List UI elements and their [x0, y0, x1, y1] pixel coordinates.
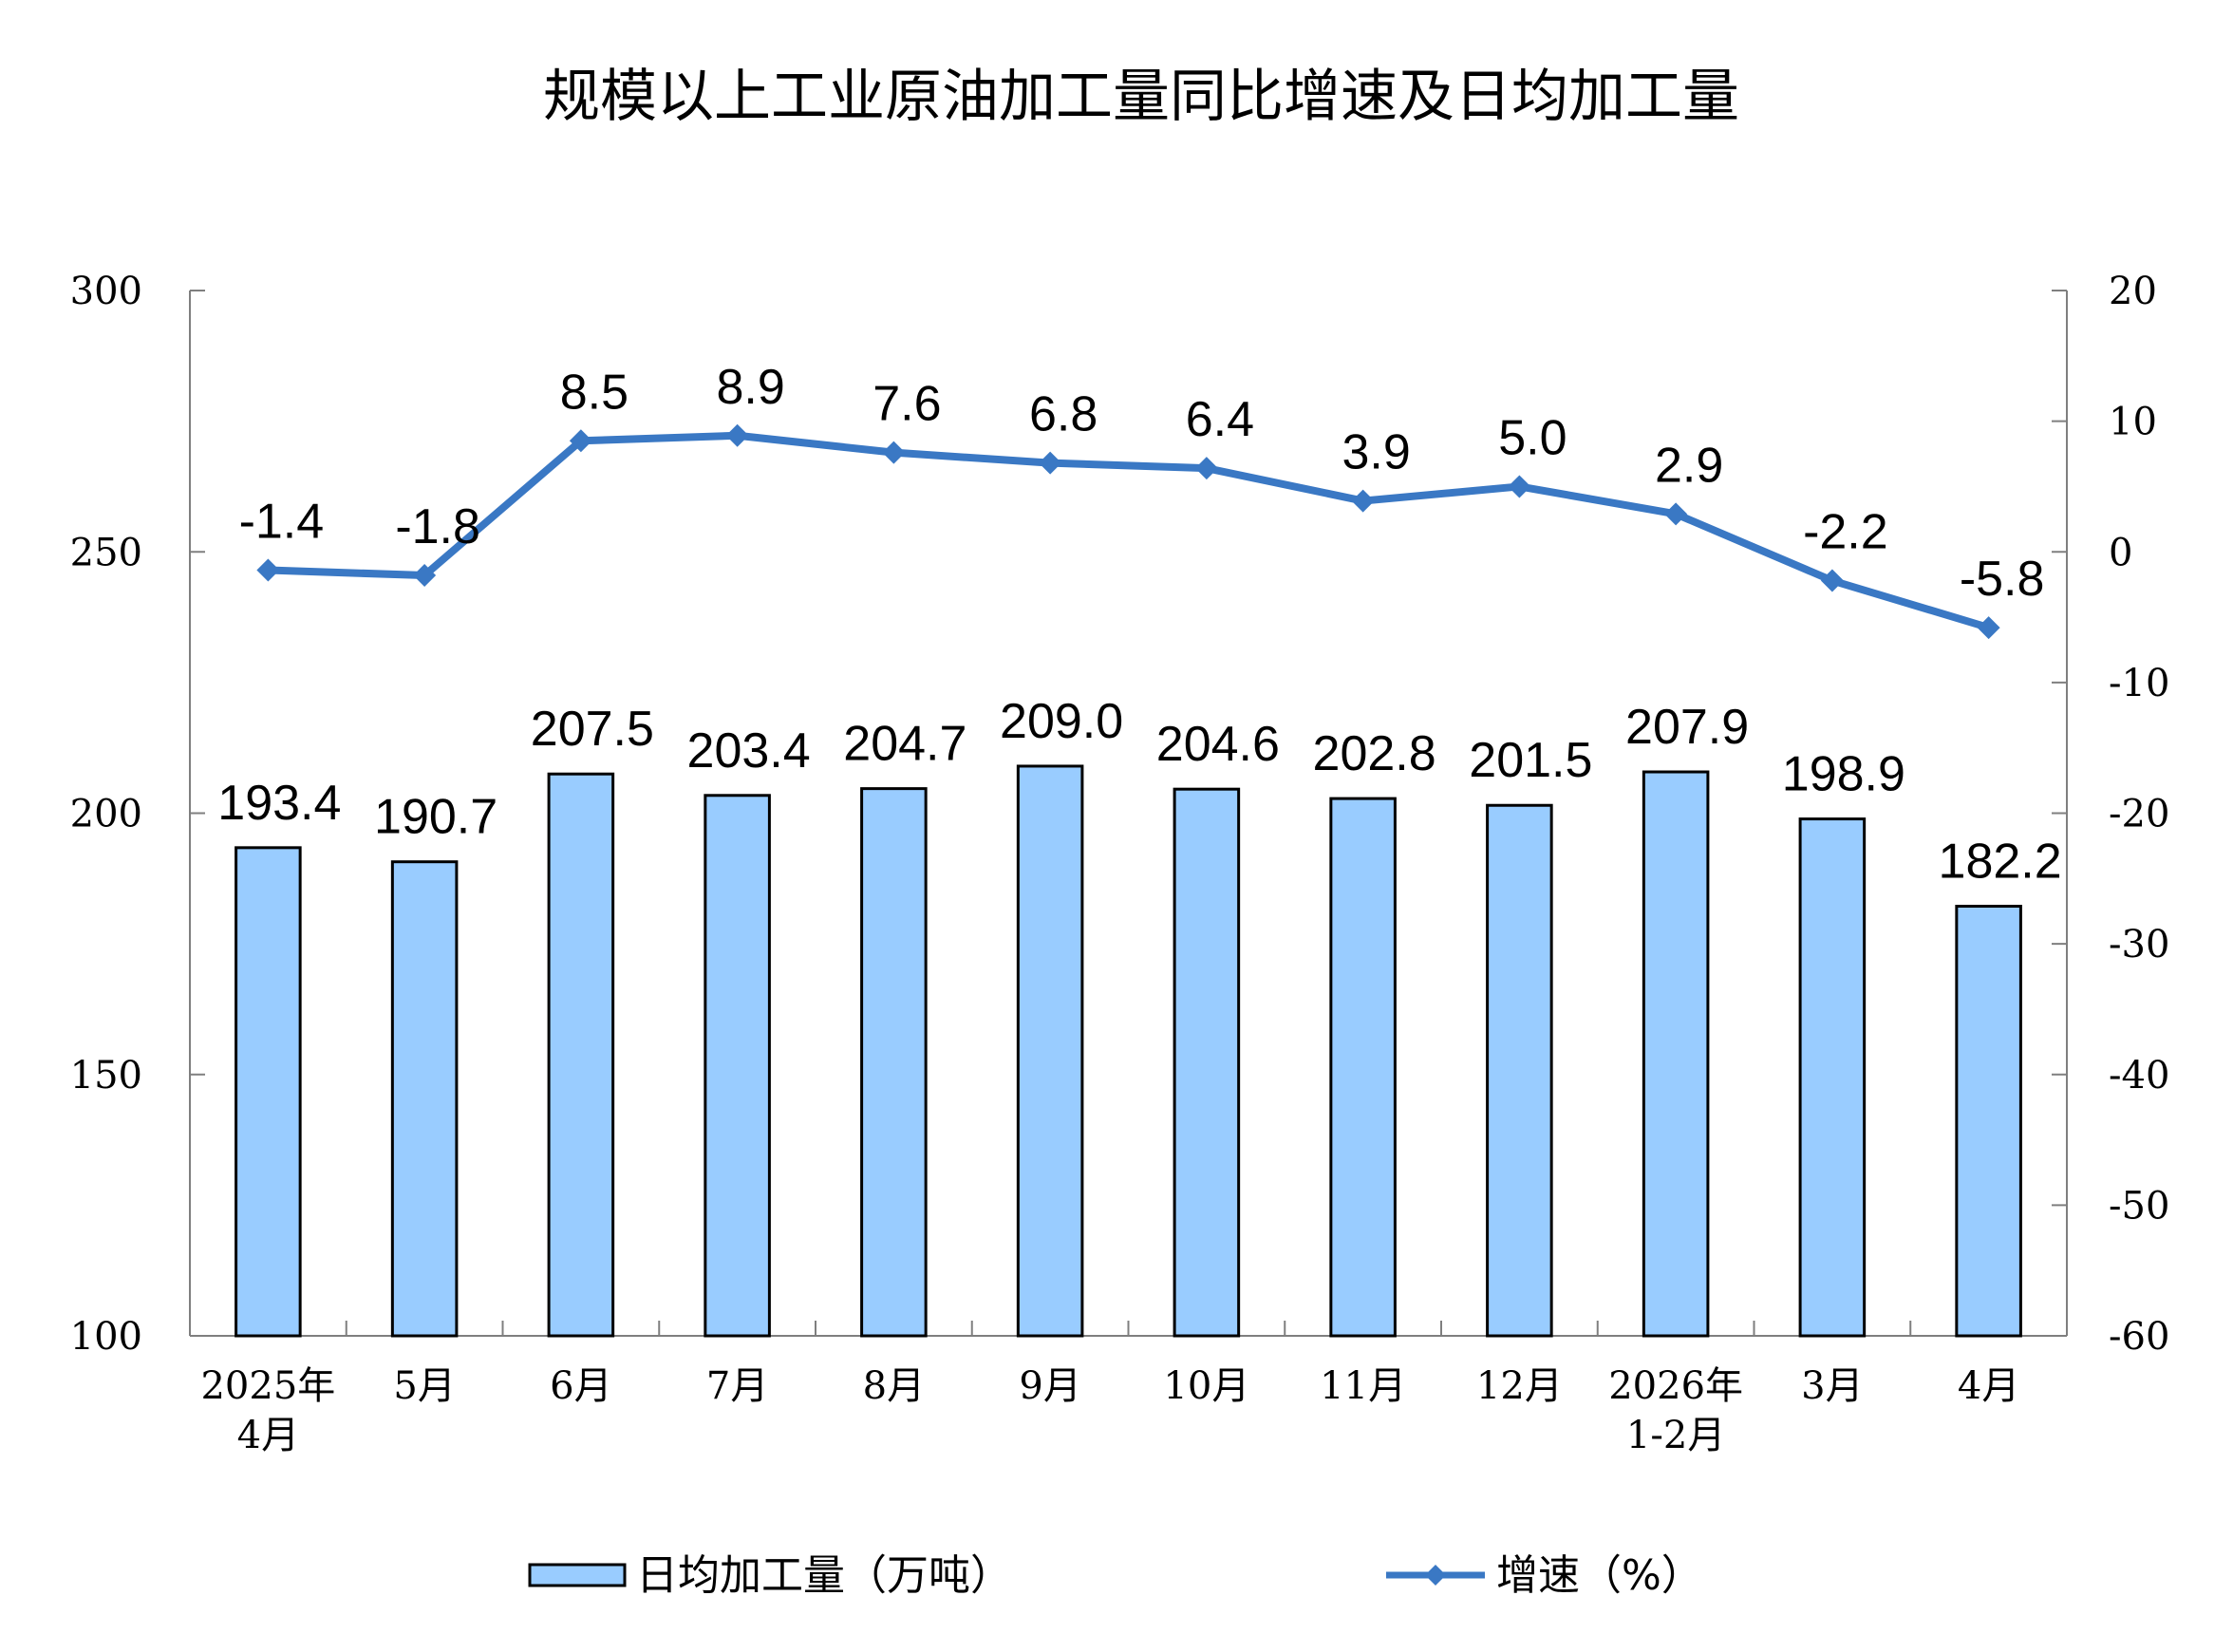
line-value-label: 8.9: [716, 360, 784, 415]
bar: [1329, 797, 1397, 1338]
x-tick-label: 5月: [393, 1364, 455, 1408]
bar: [1642, 770, 1710, 1338]
bar-value-label: 190.7: [374, 790, 497, 845]
x-tick-label: 9月: [1019, 1364, 1080, 1408]
bar: [390, 860, 459, 1338]
line-point-marker: [1664, 502, 1688, 526]
legend-bar-label: 日均加工量（万吨）: [636, 1551, 1012, 1600]
x-tick-label: 7月: [706, 1364, 768, 1408]
bar: [1955, 904, 2022, 1338]
line-value-label: -1.4: [239, 495, 325, 550]
bar-value-label: 182.2: [1939, 834, 2062, 889]
legend-line-marker: [1425, 1565, 1446, 1586]
bar-value-label: 203.4: [687, 723, 811, 779]
x-tick-label: 4月: [1958, 1364, 2019, 1408]
left-tick-label: 100: [70, 1315, 142, 1359]
bar-value-label: 207.5: [531, 702, 654, 757]
right-tick-label: 10: [2109, 401, 2157, 444]
line-point-marker: [1508, 475, 1531, 498]
x-tick-label: 2026年: [1608, 1364, 1743, 1408]
bar: [704, 794, 771, 1338]
bar: [1486, 803, 1553, 1338]
line-point-marker: [1820, 569, 1844, 592]
left-tick-label: 250: [70, 531, 142, 574]
line-value-label: 6.4: [1186, 392, 1254, 447]
x-tick-label: 12月: [1476, 1364, 1563, 1408]
bar-value-label: 193.4: [217, 776, 341, 831]
bar-value-label: 202.8: [1313, 726, 1436, 781]
line-value-label: 8.5: [560, 365, 629, 420]
x-tick-label: 6月: [550, 1364, 611, 1408]
bar: [235, 846, 302, 1338]
line-value-label: -1.8: [395, 499, 480, 554]
line-value-label: -5.8: [1960, 552, 2045, 607]
x-tick-label: 2025年: [200, 1364, 335, 1408]
bar-value-label: 198.9: [1782, 747, 1905, 802]
x-tick-label: 4月: [237, 1414, 299, 1457]
growth-line: [268, 431, 1990, 631]
right-tick-label: -60: [2109, 1315, 2169, 1359]
legend-item-line: 增速（%）: [1386, 1551, 1703, 1600]
line-value-label: 3.9: [1342, 425, 1410, 480]
line-value-label: 6.8: [1029, 387, 1098, 442]
right-tick-label: -30: [2109, 923, 2169, 967]
left-tick-label: 150: [70, 1054, 142, 1098]
bar-value-label: 204.6: [1156, 717, 1280, 772]
legend-bar-swatch: [528, 1563, 627, 1587]
right-tick-label: -50: [2109, 1184, 2169, 1228]
x-tick-label: 10月: [1163, 1364, 1249, 1408]
bar: [1173, 787, 1241, 1338]
right-tick-label: -20: [2109, 793, 2169, 836]
legend: 日均加工量（万吨） 增速（%）: [528, 1551, 1703, 1600]
x-tick-label: 3月: [1801, 1364, 1863, 1408]
line-point-marker: [1194, 457, 1218, 480]
line-point-marker: [725, 423, 749, 447]
line-series: [256, 423, 2000, 640]
x-tick-label: 1-2月: [1626, 1414, 1725, 1457]
bar-series: [235, 764, 2022, 1338]
line-point-marker: [882, 441, 906, 464]
right-tick-label: 0: [2109, 531, 2132, 574]
right-axis: -60 -50 -40 -30 -20 -10 0 10 20: [2052, 270, 2169, 1359]
chart-title: 规模以上工业原油加工量同比增速及日均加工量: [543, 64, 1739, 130]
line-value-label: 7.6: [873, 377, 941, 432]
line-point-marker: [1039, 451, 1062, 475]
left-tick-label: 300: [70, 270, 142, 313]
line-data-labels: -1.4 -1.8 8.5 8.9 7.6 6.8 6.4 3.9 5.0 2.9 -2.2 -5.8: [239, 360, 2045, 607]
bar-value-label: 201.5: [1469, 733, 1592, 788]
line-point-marker: [256, 558, 280, 582]
x-tick-label: 8月: [863, 1364, 925, 1408]
line-value-label: 2.9: [1655, 438, 1723, 493]
bar: [1016, 764, 1084, 1338]
bar: [860, 787, 928, 1338]
bar-value-label: 209.0: [1000, 694, 1123, 749]
legend-line-label: 增速（%）: [1496, 1551, 1703, 1600]
bar: [547, 772, 615, 1338]
left-tick-label: 200: [70, 793, 142, 836]
legend-item-bar: 日均加工量（万吨）: [528, 1551, 1012, 1600]
line-point-marker: [569, 429, 592, 453]
x-tick-label: 11月: [1320, 1364, 1406, 1408]
right-tick-label: 20: [2109, 270, 2157, 313]
bar-value-label: 207.9: [1625, 700, 1749, 755]
right-tick-label: -40: [2109, 1054, 2169, 1098]
right-tick-label: -10: [2109, 662, 2169, 705]
line-value-label: 5.0: [1498, 410, 1567, 465]
line-value-label: -2.2: [1803, 505, 1888, 560]
bar-value-label: 204.7: [843, 717, 966, 772]
left-axis: 100 150 200 250 300: [70, 270, 205, 1359]
line-point-marker: [413, 564, 437, 588]
bar-data-labels: 193.4 190.7 207.5 203.4 204.7 209.0 204.6 202.8…: [217, 694, 2061, 890]
x-axis: 2025年 4月 5月 6月 7月 8月 9月 10月 11月 12月 2026年 1-2月 3月 4月: [189, 1321, 2068, 1457]
line-point-marker: [1351, 489, 1375, 513]
line-point-marker: [1977, 616, 2000, 640]
bar: [1798, 817, 1867, 1338]
